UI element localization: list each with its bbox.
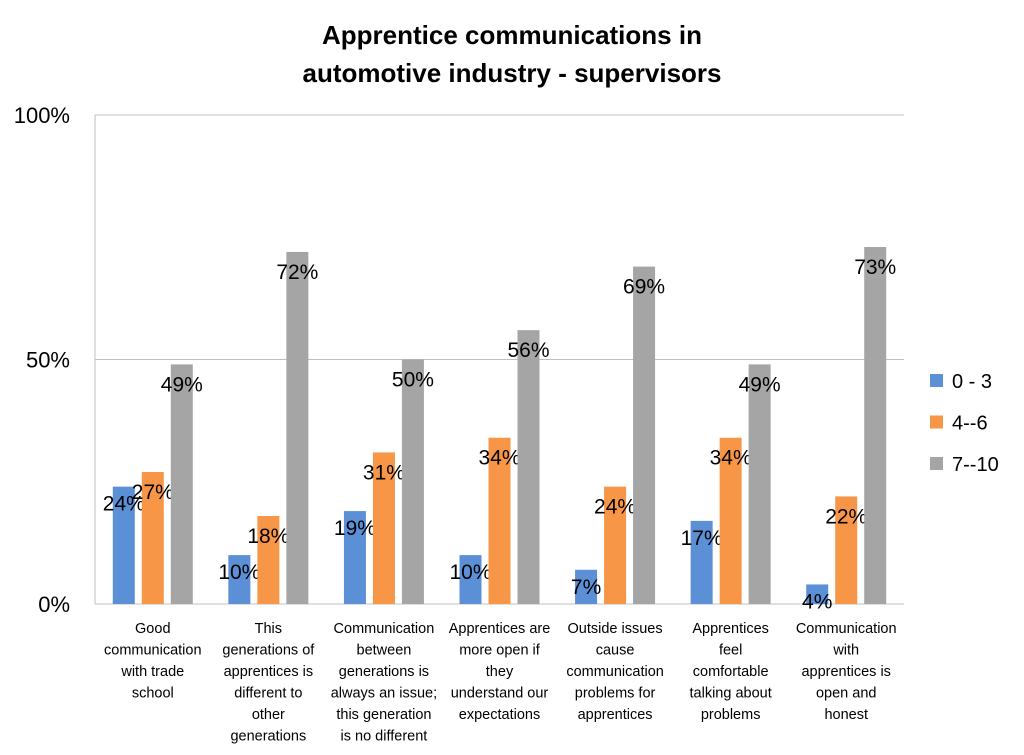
bar	[633, 266, 656, 604]
data-label: 31%	[363, 461, 405, 484]
bar	[286, 251, 309, 605]
x-category-label: Apprentices are more open if they understan…	[449, 621, 551, 723]
bar	[141, 471, 164, 604]
y-tick-label: 0%	[38, 592, 70, 617]
x-category-label: Communication with apprentices is open and h…	[796, 621, 897, 723]
bar	[459, 555, 482, 604]
x-category-label: Outside issues cause communication problems…	[566, 621, 664, 723]
data-label: 24%	[594, 496, 636, 519]
x-category-label: Apprentices feel comfortable talking about p…	[690, 621, 772, 723]
bar	[112, 486, 135, 604]
bar	[401, 359, 424, 604]
bar	[806, 584, 829, 604]
chart-title-line-2: automotive industry - supervisors	[302, 58, 722, 88]
x-category-label: Communication between generations is always…	[331, 621, 437, 745]
y-tick-label: 100%	[14, 103, 70, 128]
bar	[748, 364, 771, 604]
data-label: 69%	[623, 276, 665, 299]
bar	[170, 364, 193, 604]
bar	[575, 569, 598, 604]
legend-swatch	[930, 374, 943, 387]
data-label: 7%	[571, 576, 601, 599]
bar	[257, 515, 280, 604]
data-label: 18%	[247, 525, 289, 548]
legend-label: 4--6	[952, 413, 988, 435]
legend-label: 7--10	[952, 454, 999, 476]
bar	[517, 330, 540, 604]
bar	[372, 452, 395, 604]
bar	[343, 511, 366, 604]
data-label: 49%	[739, 373, 781, 396]
bar	[835, 496, 858, 604]
data-label: 72%	[276, 261, 318, 284]
data-label: 10%	[449, 561, 491, 584]
bar	[864, 247, 887, 604]
data-label: 73%	[854, 256, 896, 279]
chart-title: Apprentice communications in automotive …	[0, 16, 1024, 92]
data-label: 17%	[681, 527, 723, 550]
data-label: 34%	[478, 447, 520, 470]
data-label: 56%	[507, 339, 549, 362]
x-category-label: Good communication with trade school	[104, 621, 202, 702]
bar	[604, 486, 627, 604]
legend-swatch	[930, 457, 943, 470]
bar	[488, 437, 511, 604]
legend-label: 0 - 3	[952, 371, 992, 393]
chart-title-line-1: Apprentice communications in	[322, 20, 702, 50]
legend-swatch	[930, 415, 943, 429]
data-label: 49%	[161, 373, 203, 396]
data-label: 24%	[103, 493, 145, 516]
y-tick-label: 50%	[26, 348, 70, 373]
data-label: 10%	[218, 561, 260, 584]
data-label: 27%	[132, 481, 174, 504]
bar	[690, 520, 713, 604]
data-label: 50%	[392, 369, 434, 392]
data-label: 19%	[334, 517, 376, 540]
data-label: 4%	[802, 590, 832, 613]
bar	[228, 555, 251, 604]
x-category-label: This generations of apprentices is differen…	[222, 621, 315, 745]
data-label: 22%	[825, 505, 867, 528]
bar	[719, 437, 742, 604]
data-label: 34%	[710, 447, 752, 470]
